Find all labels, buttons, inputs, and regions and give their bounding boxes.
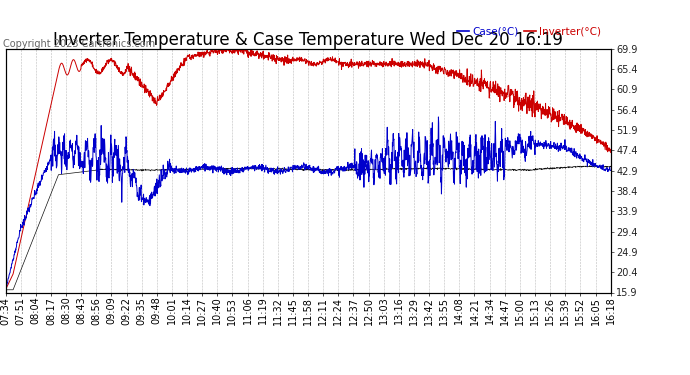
- Title: Inverter Temperature & Case Temperature Wed Dec 20 16:19: Inverter Temperature & Case Temperature …: [53, 31, 563, 49]
- Legend: Case(°C), Inverter(°C): Case(°C), Inverter(°C): [453, 22, 605, 40]
- Text: Copyright 2023 Cartronics.com: Copyright 2023 Cartronics.com: [3, 39, 155, 50]
